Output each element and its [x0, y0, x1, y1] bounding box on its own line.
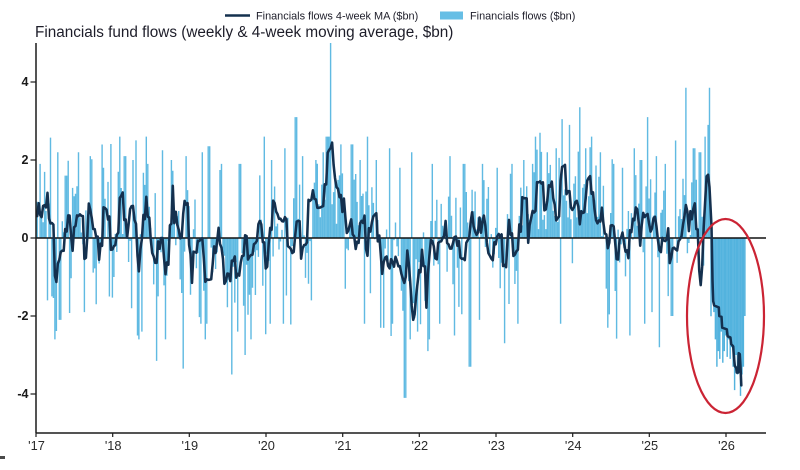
- svg-text:'20: '20: [258, 438, 275, 453]
- svg-text:'21: '21: [335, 438, 352, 453]
- svg-text:Financials flows ($bn): Financials flows ($bn): [470, 11, 575, 23]
- svg-text:Financials fund flows (weekly: Financials fund flows (weekly & 4-week m…: [35, 24, 453, 41]
- svg-text:-2: -2: [17, 309, 28, 323]
- svg-text:'26: '26: [718, 438, 735, 453]
- svg-text:0: 0: [22, 231, 29, 245]
- svg-text:'18: '18: [105, 438, 122, 453]
- svg-text:Financials flows 4-week MA ($b: Financials flows 4-week MA ($bn): [256, 11, 418, 23]
- svg-text:'19: '19: [181, 438, 198, 453]
- svg-text:'24: '24: [565, 438, 582, 453]
- svg-text:-4: -4: [17, 387, 28, 401]
- svg-text:'17: '17: [28, 438, 45, 453]
- svg-text:'25: '25: [641, 438, 658, 453]
- svg-text:2: 2: [22, 153, 29, 167]
- svg-text:'23: '23: [488, 438, 505, 453]
- svg-text:'22: '22: [411, 438, 428, 453]
- svg-text:4: 4: [22, 75, 29, 89]
